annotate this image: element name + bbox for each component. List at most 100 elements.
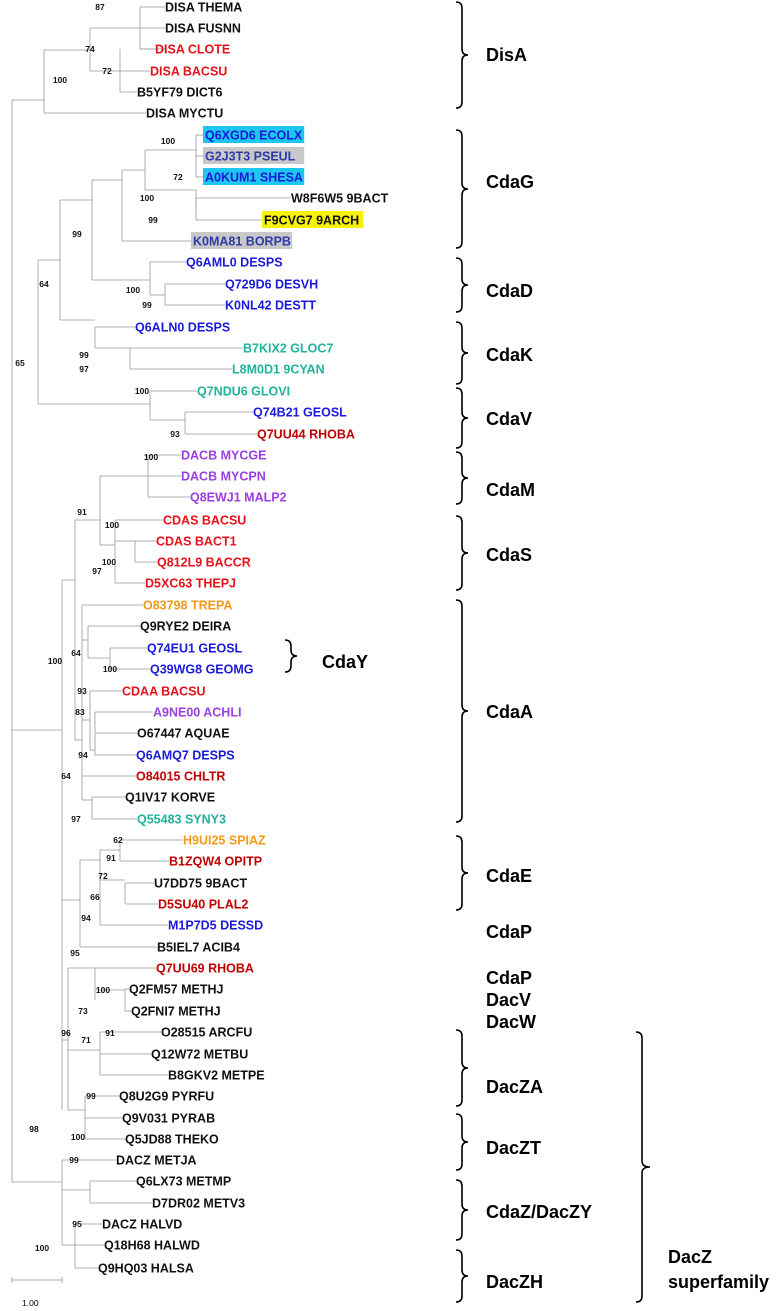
bootstrap-value: 99 xyxy=(72,229,82,239)
clade-brace xyxy=(455,835,469,911)
bootstrap-value: 94 xyxy=(78,750,88,760)
leaf-label: DACB MYCPN xyxy=(181,470,266,484)
group-label: DacV xyxy=(486,990,531,1010)
bootstrap-value: 100 xyxy=(161,136,175,146)
leaf-label: K0NL42 DESTT xyxy=(225,299,316,313)
leaf-label: O83798 TREPA xyxy=(143,599,232,613)
clade-brace xyxy=(455,129,469,249)
bootstrap-value: 100 xyxy=(103,664,117,674)
leaf-label: Q12W72 METBU xyxy=(151,1048,248,1062)
bootstrap-value: 72 xyxy=(98,871,108,881)
clade-braces xyxy=(284,1,651,1303)
leaf-label: B5IEL7 ACIB4 xyxy=(157,941,240,955)
bootstrap-value: 99 xyxy=(69,1155,79,1165)
clade-brace xyxy=(455,387,469,449)
leaf-label: CDAS BACSU xyxy=(163,514,246,528)
leaf-label: DACZ HALVD xyxy=(102,1218,182,1232)
clade-brace xyxy=(455,321,469,385)
leaf-label: M1P7D5 DESSD xyxy=(168,919,263,933)
leaf-label: Q74B21 GEOSL xyxy=(253,406,347,420)
clade-brace xyxy=(284,639,298,673)
bootstrap-value: 99 xyxy=(142,300,152,310)
bootstrap-value: 66 xyxy=(90,892,100,902)
bootstrap-value: 100 xyxy=(53,75,67,85)
clade-brace xyxy=(455,451,469,505)
leaf-label: Q8U2G9 PYRFU xyxy=(119,1090,214,1104)
bootstrap-value: 87 xyxy=(95,2,105,12)
clade-brace xyxy=(455,599,469,823)
bootstrap-value: 64 xyxy=(39,279,49,289)
group-label: CdaA xyxy=(486,702,533,722)
leaf-label: Q55483 SYNY3 xyxy=(137,813,226,827)
bootstrap-value: 72 xyxy=(173,172,183,182)
group-labels: DisA CdaG CdaD CdaK CdaV CdaM CdaS CdaY CdaA CdaE… xyxy=(322,45,592,1292)
leaf-label: Q7UU44 RHOBA xyxy=(257,428,355,442)
group-label: DacZA xyxy=(486,1077,543,1097)
leaf-label: D5XC63 THEPJ xyxy=(145,577,236,591)
bootstrap-value: 99 xyxy=(86,1091,96,1101)
leaf-label: U7DD75 9BACT xyxy=(154,877,247,891)
leaf-label: CDAA BACSU xyxy=(122,685,206,699)
scale-bar: 1.00 xyxy=(11,1277,63,1308)
leaf-label: Q9V031 PYRAB xyxy=(122,1112,215,1126)
leaf-label: Q812L9 BACCR xyxy=(157,556,251,570)
leaf-label: K0MA81 BORPB xyxy=(193,235,291,249)
superfamily-label: DacZ superfamily xyxy=(668,1247,769,1292)
leaf-label: Q7UU69 RHOBA xyxy=(156,962,254,976)
bootstrap-value: 95 xyxy=(70,948,80,958)
leaf-label: Q5JD88 THEKO xyxy=(125,1133,219,1147)
bootstrap-value: 71 xyxy=(81,1035,91,1045)
leaf-label: D7DR02 METV3 xyxy=(152,1197,245,1211)
leaf-label: Q1IV17 KORVE xyxy=(125,791,215,805)
bootstrap-value: 91 xyxy=(105,1028,115,1038)
bootstrap-value: 64 xyxy=(71,648,81,658)
bootstrap-value: 100 xyxy=(48,656,62,666)
leaf-label: CDAS BACT1 xyxy=(156,535,237,549)
bootstrap-value: 100 xyxy=(35,1243,49,1253)
bootstrap-value: 62 xyxy=(113,835,123,845)
leaf-highlight xyxy=(203,147,305,164)
leaf-highlight xyxy=(191,232,293,249)
clade-brace xyxy=(455,257,469,313)
leaf-label: G2J3T3 PSEUL xyxy=(205,150,296,164)
leaf-label: Q9RYE2 DEIRA xyxy=(140,620,231,634)
leaf-label: A9NE00 ACHLI xyxy=(153,706,241,720)
superfamily-line1: DacZ xyxy=(668,1247,712,1267)
leaf-label: DACZ METJA xyxy=(116,1154,197,1168)
bootstrap-value: 98 xyxy=(29,1124,39,1134)
group-label: DacW xyxy=(486,1012,536,1032)
bootstrap-value: 99 xyxy=(148,215,158,225)
clade-brace xyxy=(455,515,469,591)
leaf-label: DISA CLOTE xyxy=(155,43,230,57)
leaf-label: DACB MYCGE xyxy=(181,449,266,463)
leaf-label: DISA BACSU xyxy=(150,65,227,79)
bootstrap-value: 97 xyxy=(79,364,89,374)
bootstrap-value: 91 xyxy=(106,853,116,863)
tree-branches xyxy=(11,6,291,1269)
clade-brace xyxy=(455,1,469,109)
leaf-label: DISA MYCTU xyxy=(146,107,223,121)
leaf-label: DISA FUSNN xyxy=(165,22,241,36)
clade-brace xyxy=(635,1031,651,1303)
leaf-label: W8F6W5 9BACT xyxy=(291,192,389,206)
bootstrap-value: 100 xyxy=(144,452,158,462)
bootstrap-value: 74 xyxy=(85,44,95,54)
clade-brace xyxy=(455,1249,469,1303)
bootstrap-value: 83 xyxy=(75,707,85,717)
leaf-label: DISA THEMA xyxy=(165,1,242,15)
group-label: CdaE xyxy=(486,866,532,886)
leaf-label: F9CVG7 9ARCH xyxy=(264,214,359,228)
bootstrap-value: 97 xyxy=(71,814,81,824)
leaf-label: B8GKV2 METPE xyxy=(168,1069,265,1083)
bootstrap-value: 93 xyxy=(170,429,180,439)
leaf-label: Q6AMQ7 DESPS xyxy=(136,749,235,763)
bootstrap-value: 100 xyxy=(96,985,110,995)
clade-brace xyxy=(455,1113,469,1171)
group-label: CdaK xyxy=(486,345,533,365)
scale-label: 1.00 xyxy=(22,1298,39,1308)
leaf-label: B1ZQW4 OPITP xyxy=(169,855,262,869)
leaf-label: L8M0D1 9CYAN xyxy=(232,363,325,377)
leaf-label: D5SU40 PLAL2 xyxy=(158,898,248,912)
leaf-label: Q7NDU6 GLOVI xyxy=(197,385,290,399)
leaf-highlights xyxy=(191,126,364,249)
